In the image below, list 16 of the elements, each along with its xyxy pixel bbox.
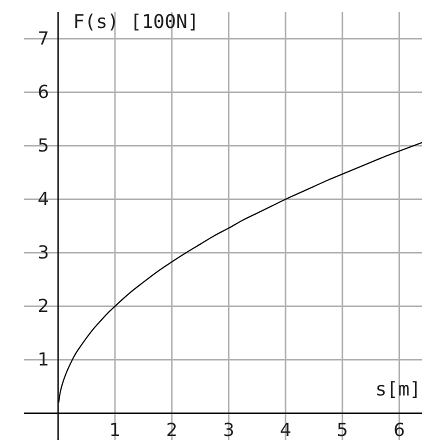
line-series xyxy=(58,142,423,404)
x-tick-label: 3 xyxy=(222,420,234,442)
y-tick-label: 4 xyxy=(38,189,50,210)
x-axis-title: s[m] xyxy=(375,378,421,400)
y-axis-title: F(s) [100N] xyxy=(73,11,199,33)
y-tick-label: 6 xyxy=(38,82,50,104)
y-tick-label: 2 xyxy=(38,296,50,318)
x-tick-label: 5 xyxy=(336,420,348,442)
x-tick-label: 6 xyxy=(394,420,405,442)
y-tick-label: 3 xyxy=(38,242,50,264)
y-tick-label: 1 xyxy=(38,350,50,371)
x-tick-label: 2 xyxy=(166,420,178,442)
x-tick-label: 4 xyxy=(280,420,292,442)
x-tick-label: 1 xyxy=(109,420,121,442)
y-tick-label: 7 xyxy=(38,28,50,50)
y-tick-label: 5 xyxy=(38,136,50,157)
